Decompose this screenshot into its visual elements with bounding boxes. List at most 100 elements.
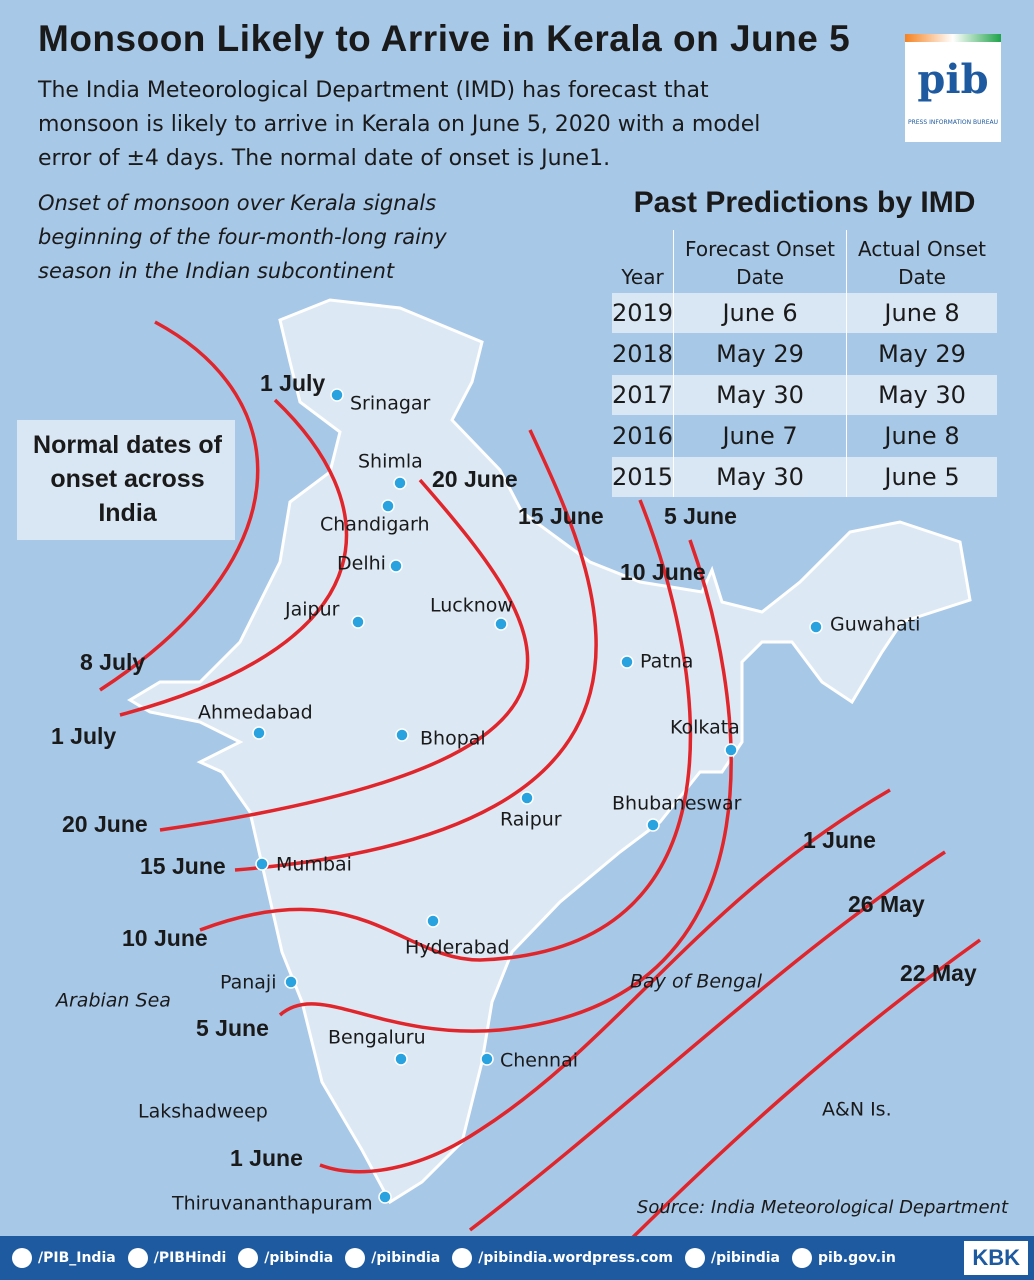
city-dot [724, 743, 738, 757]
legend-title: Normal dates of onset across India [33, 431, 222, 527]
isoline-label: 20 June [432, 466, 518, 492]
table-cell: May 30 [846, 374, 997, 416]
note: Onset of monsoon over Kerala signals beg… [38, 191, 447, 283]
city-dot [255, 857, 269, 871]
city-label: Ahmedabad [198, 702, 313, 724]
table-cell: June 8 [846, 292, 997, 334]
social-handle: /PIBHindi [153, 1250, 227, 1266]
table-header: Year Forecast Onset Date Actual Onset Date [612, 230, 997, 293]
social-handle: /pibindia.wordpress.com [478, 1250, 673, 1266]
logo-caption: PRESS INFORMATION BUREAU [907, 119, 999, 126]
isoline-label: 5 June [196, 1015, 269, 1041]
brand: KBK [964, 1241, 1028, 1275]
isoline-label: 22 May [900, 960, 977, 986]
social-handle: /pibindia [264, 1250, 334, 1266]
isoline-label: 26 May [848, 891, 925, 917]
city-dot [646, 818, 660, 832]
table-cell: June 7 [673, 415, 847, 457]
isoline-label: 1 July [260, 370, 325, 396]
isolines [99, 320, 982, 1236]
source: Source: India Meteorological Department [637, 1197, 1009, 1218]
table: Year Forecast Onset Date Actual Onset Date… [612, 230, 997, 497]
city-label: Shimla [358, 451, 423, 473]
table-row: 2018 May 29 May 29 [612, 333, 997, 375]
city-dot [395, 728, 409, 742]
city-label: Bhubaneswar [612, 793, 742, 815]
social-icon [791, 1248, 812, 1268]
social-link: /PIBHindi [127, 1248, 227, 1268]
city-dot [394, 1052, 408, 1066]
column-header: Forecast Onset Date [673, 230, 847, 293]
isoline [631, 938, 982, 1236]
social-icon [452, 1248, 473, 1268]
table-row: 2015 May 30 June 5 [612, 456, 997, 497]
legend: Normal dates of onset across India [17, 420, 235, 540]
column-header: Year [621, 265, 664, 289]
table-cell: May 30 [673, 456, 847, 497]
description: The India Meteorological Department (IMD… [38, 78, 761, 171]
table-row: 2017 May 30 May 30 [612, 374, 997, 416]
social-link: /pibindia [684, 1248, 780, 1268]
isoline [159, 478, 530, 832]
social-link: pib.gov.in [791, 1248, 896, 1268]
table-cell: 2015 [612, 456, 674, 497]
table-cell: June 5 [846, 456, 997, 497]
isoline-label: 15 June [518, 503, 604, 529]
social-icon [345, 1248, 366, 1268]
isoline-label: 15 June [140, 853, 226, 879]
city-dot [520, 791, 534, 805]
isoline [468, 850, 946, 1232]
isoline [234, 429, 598, 872]
city-label: Panaji [220, 972, 277, 994]
social-icon [684, 1248, 705, 1268]
city-dot [351, 615, 365, 629]
table-cell: 2018 [612, 333, 674, 375]
city-label: Bengaluru [328, 1027, 426, 1049]
social-link: /pibindia [238, 1248, 333, 1268]
city-label: Hyderabad [405, 937, 510, 959]
table-row: 2016 June 7 June 8 [612, 415, 997, 457]
title: Monsoon Likely to Arrive in Kerala on Ju… [38, 18, 851, 59]
social-icon [12, 1248, 32, 1268]
isoline-label: 8 July [80, 649, 145, 675]
india-outline [127, 298, 972, 1205]
social-link: /pibindia.wordpress.com [452, 1248, 673, 1268]
city-dot [620, 655, 634, 669]
table-cell: May 29 [673, 333, 847, 375]
city-label: Raipur [500, 809, 562, 831]
table-cell: May 29 [846, 333, 997, 375]
footer: /PIB_India/PIBHindi/pibindia/pibindia/pi… [0, 1236, 1034, 1280]
isoline [99, 320, 260, 692]
social-handle: /pibindia [371, 1250, 441, 1266]
city-label: Kolkata [670, 717, 740, 739]
region-label: A&N Is. [822, 1099, 892, 1121]
region-label: Lakshadweep [138, 1101, 268, 1123]
social-handle: /PIB_India [38, 1250, 116, 1266]
social-link: /PIB_India [12, 1248, 116, 1268]
social-icon [238, 1248, 259, 1268]
city-dot [480, 1052, 494, 1066]
city-label: Srinagar [350, 393, 431, 415]
table-row: 2019 June 6 June 8 [612, 292, 997, 334]
city-label: Chennai [500, 1050, 578, 1072]
isoline-label: 1 June [803, 827, 876, 853]
city-label: Lucknow [430, 595, 513, 617]
social-icon [127, 1248, 148, 1268]
social-handle: /pibindia [710, 1250, 780, 1266]
region-label: Arabian Sea [54, 990, 171, 1012]
city-label: Patna [640, 651, 693, 673]
city-label: Jaipur [284, 599, 340, 621]
city-dot [426, 914, 440, 928]
city-label: Mumbai [276, 854, 352, 876]
city-label: Guwahati [830, 614, 920, 636]
isoline [199, 499, 693, 962]
city-dot [393, 476, 407, 490]
isoline-label: 20 June [62, 811, 148, 837]
table-cell: June 8 [846, 415, 997, 457]
city-dot [284, 975, 298, 989]
city-dot [330, 388, 344, 402]
city-dot [252, 726, 266, 740]
table-cell: 2017 [612, 374, 674, 416]
logo: pib PRESS INFORMATION BUREAU [905, 34, 1001, 142]
